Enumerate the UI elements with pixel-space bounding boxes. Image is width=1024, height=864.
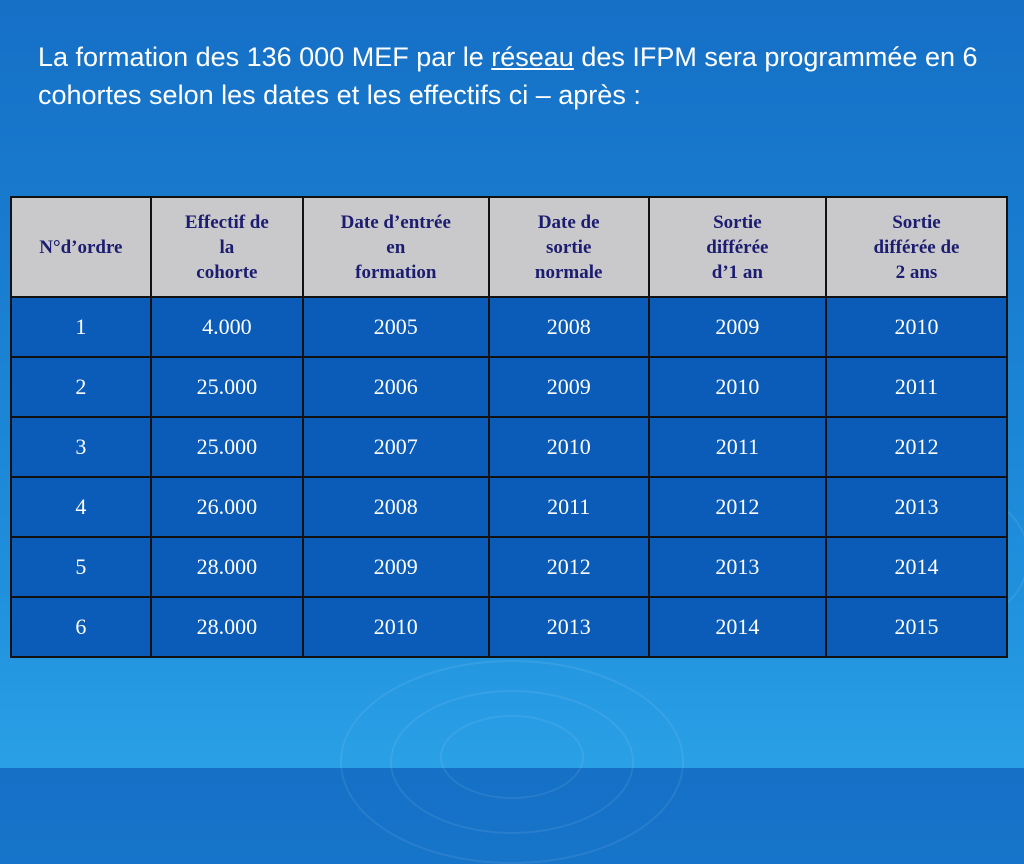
cell-normal-exit-date: 2008 xyxy=(487,296,650,358)
table-header-row: N°d’ordre Effectif de la cohorte Date d’… xyxy=(10,196,1009,298)
table-row: 6 28.000 2010 2013 2014 2015 xyxy=(10,596,1009,658)
table-row: 3 25.000 2007 2010 2011 2012 xyxy=(10,416,1009,478)
table-row: 2 25.000 2006 2009 2010 2011 xyxy=(10,356,1009,418)
cell-deferred-exit-2-years: 2012 xyxy=(824,416,1009,478)
cell-normal-exit-date: 2012 xyxy=(487,536,650,598)
cell-order-number: 5 xyxy=(10,536,152,598)
header-order-number: N°d’ordre xyxy=(10,196,152,298)
header-normal-exit-date: Date de sortie normale xyxy=(487,196,650,298)
header-cohort-size: Effectif de la cohorte xyxy=(149,196,304,298)
cell-deferred-exit-1-year: 2009 xyxy=(647,296,827,358)
cell-entry-date: 2007 xyxy=(301,416,490,478)
cell-order-number: 2 xyxy=(10,356,152,418)
cell-cohort-size: 26.000 xyxy=(149,476,304,538)
cell-deferred-exit-1-year: 2014 xyxy=(647,596,827,658)
background-ripple xyxy=(440,715,584,799)
cell-normal-exit-date: 2010 xyxy=(487,416,650,478)
cell-order-number: 1 xyxy=(10,296,152,358)
table-row: 5 28.000 2009 2012 2013 2014 xyxy=(10,536,1009,598)
table-row: 1 4.000 2005 2008 2009 2010 xyxy=(10,296,1009,358)
cell-entry-date: 2010 xyxy=(301,596,490,658)
cell-normal-exit-date: 2011 xyxy=(487,476,650,538)
cell-deferred-exit-1-year: 2011 xyxy=(647,416,827,478)
cell-entry-date: 2006 xyxy=(301,356,490,418)
cell-order-number: 3 xyxy=(10,416,152,478)
cell-deferred-exit-2-years: 2010 xyxy=(824,296,1009,358)
cohort-table: N°d’ordre Effectif de la cohorte Date d’… xyxy=(10,196,1009,658)
cell-deferred-exit-1-year: 2012 xyxy=(647,476,827,538)
cell-order-number: 4 xyxy=(10,476,152,538)
cell-cohort-size: 28.000 xyxy=(149,596,304,658)
cell-normal-exit-date: 2013 xyxy=(487,596,650,658)
cell-deferred-exit-2-years: 2013 xyxy=(824,476,1009,538)
cell-deferred-exit-2-years: 2011 xyxy=(824,356,1009,418)
header-deferred-exit-2-years: Sortie différée de 2 ans xyxy=(824,196,1009,298)
intro-paragraph: La formation des 136 000 MEF par le rése… xyxy=(38,38,998,114)
cell-entry-date: 2005 xyxy=(301,296,490,358)
cell-cohort-size: 25.000 xyxy=(149,416,304,478)
intro-underlined-word: réseau xyxy=(491,42,574,72)
cell-cohort-size: 25.000 xyxy=(149,356,304,418)
cell-cohort-size: 28.000 xyxy=(149,536,304,598)
intro-text-start: La formation des 136 000 MEF par le xyxy=(38,42,492,72)
cell-deferred-exit-2-years: 2014 xyxy=(824,536,1009,598)
cell-entry-date: 2008 xyxy=(301,476,490,538)
cell-normal-exit-date: 2009 xyxy=(487,356,650,418)
intro-text-end: des IFPM sera programmée en 6 cohortes s… xyxy=(38,42,978,110)
cell-order-number: 6 xyxy=(10,596,152,658)
cell-entry-date: 2009 xyxy=(301,536,490,598)
table-row: 4 26.000 2008 2011 2012 2013 xyxy=(10,476,1009,538)
cell-deferred-exit-1-year: 2010 xyxy=(647,356,827,418)
header-entry-date: Date d’entrée en formation xyxy=(301,196,490,298)
header-deferred-exit-1-year: Sortie différée d’1 an xyxy=(647,196,827,298)
cell-deferred-exit-1-year: 2013 xyxy=(647,536,827,598)
cell-cohort-size: 4.000 xyxy=(149,296,304,358)
cell-deferred-exit-2-years: 2015 xyxy=(824,596,1009,658)
